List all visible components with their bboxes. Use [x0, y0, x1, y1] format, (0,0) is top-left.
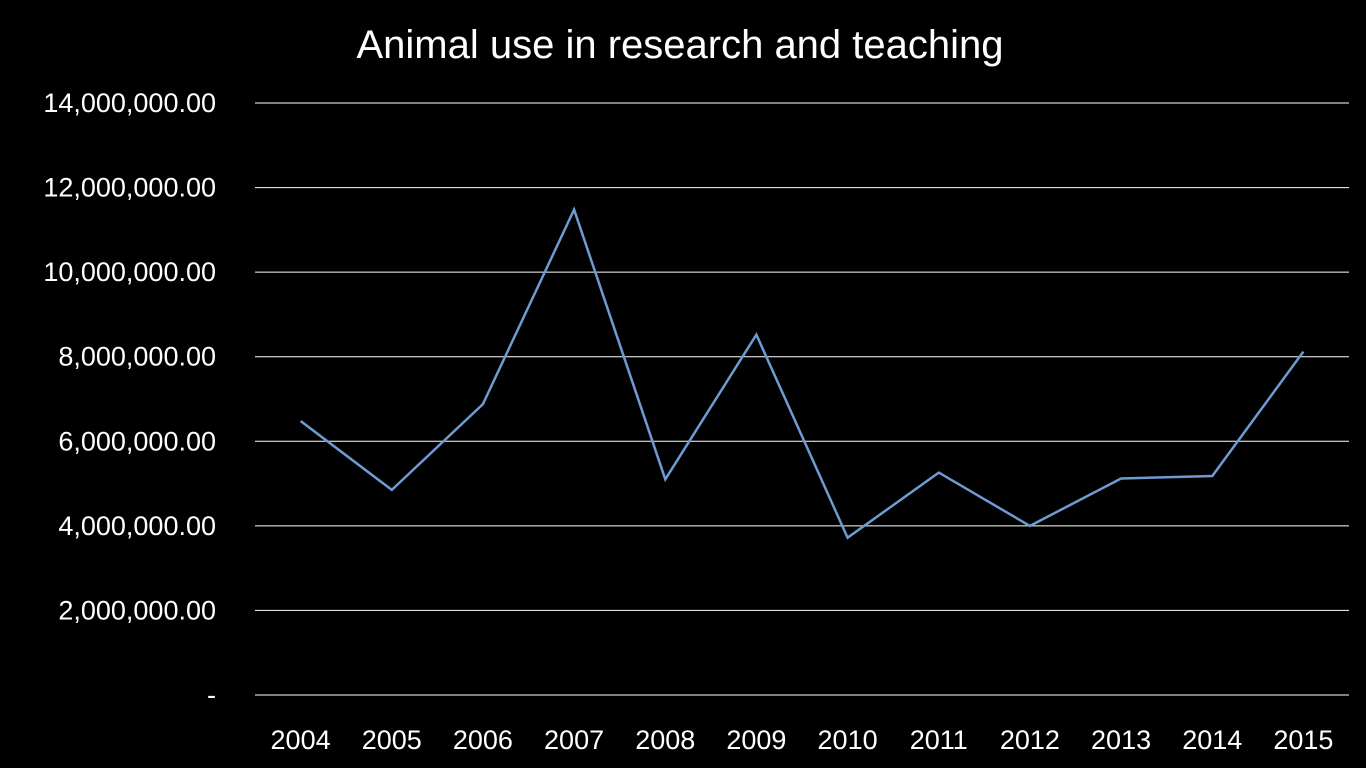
y-tick-label: 14,000,000.00 [43, 88, 216, 118]
x-tick-label: 2007 [544, 725, 604, 755]
y-tick-label: 10,000,000.00 [43, 257, 216, 287]
x-tick-label: 2012 [1000, 725, 1060, 755]
chart-title: Animal use in research and teaching [356, 23, 1003, 67]
x-tick-label: 2014 [1182, 725, 1242, 755]
y-tick-label: 4,000,000.00 [58, 511, 216, 541]
series-lines [299, 206, 1305, 540]
x-tick-label: 2015 [1273, 725, 1333, 755]
y-tick-label: 2,000,000.00 [58, 595, 216, 625]
y-tick-label: 12,000,000.00 [43, 173, 216, 203]
x-tick-label: 2006 [453, 725, 513, 755]
x-tick-label: 2009 [726, 725, 786, 755]
series-line [299, 206, 1305, 540]
x-axis-tick-labels: 2004 2005 2006 2007 2008 2009 2010 2011 2012 2013… [271, 725, 1334, 755]
x-tick-label: 2013 [1091, 725, 1151, 755]
y-tick-label: 8,000,000.00 [58, 342, 216, 372]
y-tick-label: - [207, 680, 216, 710]
y-axis-tick-labels: - 2,000,000.00 4,000,000.00 6,000,000.00 8,0… [43, 88, 216, 710]
y-tick-label: 6,000,000.00 [58, 426, 216, 456]
x-tick-label: 2005 [362, 725, 422, 755]
x-tick-label: 2010 [818, 725, 878, 755]
x-tick-label: 2004 [271, 725, 331, 755]
x-tick-label: 2008 [635, 725, 695, 755]
x-tick-label: 2011 [910, 725, 968, 755]
gridlines [255, 102, 1349, 696]
